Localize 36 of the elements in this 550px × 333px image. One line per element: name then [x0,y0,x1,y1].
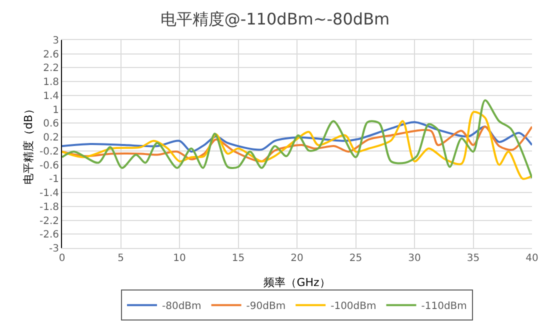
x-tick-label: 5 [118,253,124,264]
y-tick-label: -1.8 [39,202,59,213]
y-tick-label: -0.2 [39,146,59,158]
y-tick-label: 0.2 [43,132,59,144]
y-tick-label: -2.6 [39,230,59,241]
legend-label: -110dBm [421,301,467,312]
y-tick-label: 3 [52,36,59,46]
y-tick-label: 0.6 [43,118,59,130]
y-tick-label: 1.8 [43,77,59,88]
y-tick-label: 2.2 [43,63,59,74]
x-tick-label: 35 [466,253,480,264]
line-series [62,99,532,179]
x-axis-title: 频率（GHz） [264,276,330,290]
x-tick-label: 20 [290,253,304,264]
y-tick-label: 1 [52,104,59,116]
y-axis-title: 电平精度（dB） [22,104,36,184]
legend-label: -90dBm [246,301,286,312]
x-tick-label: 0 [58,253,66,264]
legend-label: -100dBm [330,301,376,312]
chart-title: 电平精度@-110dBm~-80dBm [160,10,390,29]
x-tick-label: 40 [526,253,538,264]
x-tick-label: 15 [232,253,245,264]
y-tick-label: 2.6 [43,49,59,60]
y-tick-label: -0.6 [39,160,59,172]
x-tick-label: 25 [349,253,362,264]
line-series [62,121,532,153]
x-tick-label: 10 [173,253,186,264]
y-tick-label: -1.4 [39,188,59,200]
line-series [62,111,532,180]
y-tick-label: -1 [49,174,59,186]
x-tick-label: 30 [408,253,421,264]
y-tick-label: 1.4 [43,90,59,102]
y-tick-label: -3 [49,244,59,254]
line-series [62,126,532,162]
legend-label: -80dBm [162,301,202,312]
y-tick-label: -2.2 [39,216,59,227]
